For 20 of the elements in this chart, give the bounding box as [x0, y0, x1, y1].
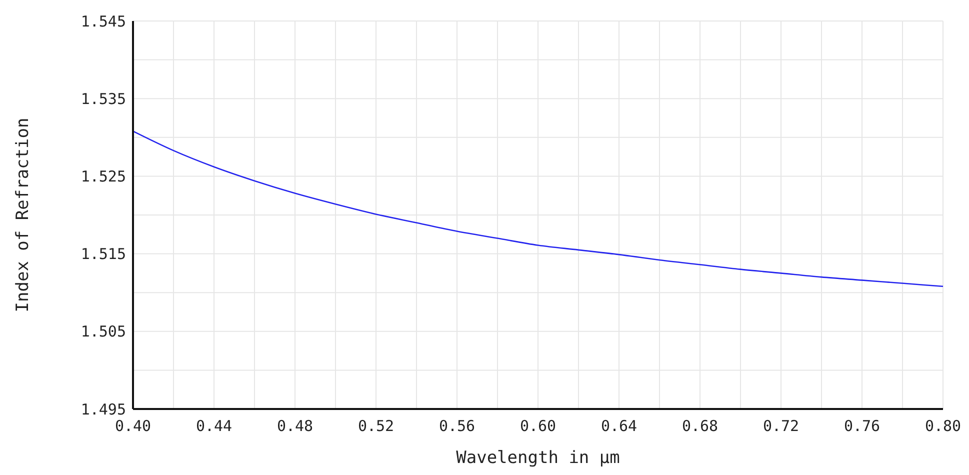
x-axis-title: Wavelength in µm — [456, 448, 620, 468]
x-tick-label: 0.48 — [276, 417, 314, 435]
x-tick-label: 0.44 — [196, 417, 232, 435]
x-tick-label: 0.80 — [924, 417, 962, 435]
x-tick-label: 0.40 — [114, 417, 152, 435]
x-tick-label: 0.52 — [358, 417, 394, 435]
x-tick-label: 0.56 — [438, 417, 476, 435]
y-tick-label: 1.495 — [80, 400, 126, 418]
y-tick-label: 1.545 — [80, 12, 126, 30]
x-tick-label: 0.68 — [682, 417, 718, 435]
y-tick-label: 1.535 — [80, 90, 126, 108]
y-tick-label: 1.525 — [80, 167, 126, 186]
x-tick-label: 0.64 — [600, 417, 638, 435]
y-axis-title: Index of Refraction — [13, 118, 33, 312]
x-tick-label: 0.76 — [844, 417, 880, 435]
line-series — [132, 130, 944, 288]
x-tick-label: 0.72 — [762, 417, 800, 435]
y-tick-label: 1.515 — [80, 245, 126, 264]
y-tick-label: 1.505 — [80, 322, 126, 341]
x-tick-label: 0.60 — [520, 417, 556, 435]
